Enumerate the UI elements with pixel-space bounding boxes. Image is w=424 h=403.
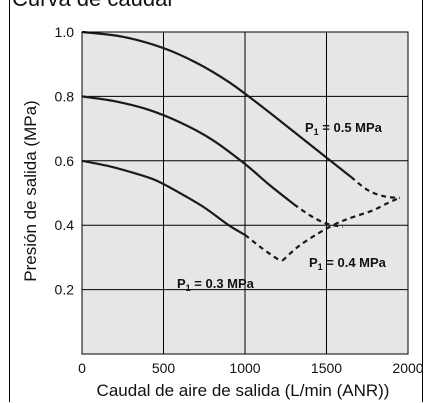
series-line-dashed-1 (293, 203, 344, 228)
series-label-0: P1 = 0.5 MPa (305, 120, 383, 137)
tick-label-layer: 0 500 1000 1500 2000 0.2 0.4 0.6 0.8 1.0 (55, 24, 424, 376)
y-tick-label: 0.4 (55, 217, 75, 233)
series-label-layer: P1 = 0.5 MPa P1 = 0.4 MPa P1 = 0.3 MPa (177, 120, 387, 293)
series-line-dashed-0 (350, 176, 400, 199)
x-tick-label: 500 (152, 360, 176, 376)
series-layer (81, 30, 401, 262)
series-line-solid-0 (81, 30, 352, 178)
grid-layer (82, 32, 408, 354)
series-line-solid-2 (81, 159, 246, 236)
x-tick-label: 1500 (311, 360, 342, 376)
y-axis-label: Presión de salida (MPa) (21, 100, 40, 281)
y-tick-label: 0.8 (55, 88, 75, 104)
x-axis-label: Caudal de aire de salida (L/min (ANR)) (97, 381, 390, 400)
recovery-dashed-line-0 (281, 196, 401, 262)
y-tick-label: 0.6 (55, 153, 75, 169)
y-tick-label: 0.2 (55, 282, 75, 298)
page-title: Curva de caudal (12, 0, 172, 12)
y-tick-label: 1.0 (55, 24, 75, 40)
x-tick-label: 2000 (392, 360, 423, 376)
series-line-dashed-2 (244, 234, 283, 262)
series-label-1: P1 = 0.4 MPa (309, 255, 387, 272)
chart-frame (9, 0, 423, 402)
x-tick-label: 0 (78, 360, 86, 376)
series-label-2: P1 = 0.3 MPa (177, 276, 255, 293)
x-tick-label: 1000 (229, 360, 260, 376)
plot-border (81, 31, 409, 355)
series-line-solid-1 (81, 95, 295, 206)
